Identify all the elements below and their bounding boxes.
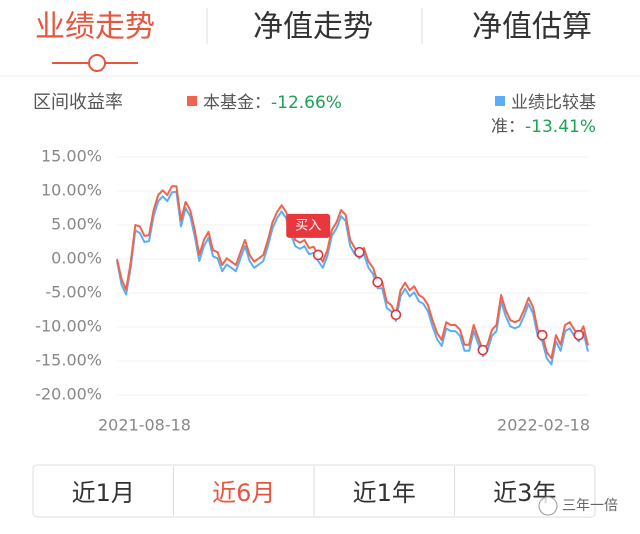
x-tick-label: 2022-02-18 bbox=[497, 416, 590, 435]
legend-swatch bbox=[187, 96, 197, 106]
legend-item: 业绩比较基准：-13.41% bbox=[470, 91, 596, 139]
watermark: 三年一倍 bbox=[562, 498, 618, 514]
tab[interactable]: 净值估算 bbox=[472, 10, 592, 45]
trade-marker bbox=[477, 344, 489, 356]
trade-marker bbox=[354, 246, 365, 258]
tab-indicator-knob bbox=[88, 54, 106, 72]
trade-marker bbox=[312, 249, 324, 261]
marker-label: 买入 bbox=[295, 218, 321, 233]
period-button[interactable]: 近1月 bbox=[72, 479, 135, 507]
marker-label-bg bbox=[286, 213, 331, 238]
legend-sep: ： bbox=[254, 93, 271, 113]
y-tick-label: -20.00% bbox=[35, 385, 102, 404]
tab[interactable]: 净值走势 bbox=[253, 10, 373, 45]
series-line bbox=[116, 190, 589, 366]
legend-swatch bbox=[495, 96, 505, 106]
watermark-icon bbox=[538, 496, 558, 516]
period-button[interactable]: 近6月 bbox=[212, 479, 275, 507]
x-tick-label: 2021-08-18 bbox=[98, 416, 191, 435]
y-tick-label: -5.00% bbox=[45, 283, 102, 302]
legend-value: -12.66% bbox=[271, 93, 342, 113]
trade-marker bbox=[390, 309, 402, 321]
period-button[interactable]: 近1年 bbox=[353, 479, 416, 507]
y-tick-label: 10.00% bbox=[41, 181, 102, 200]
legend-sep: ： bbox=[508, 117, 526, 137]
trade-marker bbox=[536, 329, 548, 341]
y-tick-label: 0.00% bbox=[51, 249, 102, 268]
series-line bbox=[116, 185, 589, 360]
trade-marker bbox=[573, 329, 585, 341]
y-tick-label: 5.00% bbox=[51, 215, 102, 234]
trade-marker bbox=[372, 276, 383, 288]
legend-item: 本基金：-12.66% bbox=[187, 91, 342, 115]
legend-label: 业绩比较基准 bbox=[491, 93, 596, 137]
legend-label: 本基金 bbox=[203, 93, 254, 113]
legend-value: -13.41% bbox=[525, 117, 596, 137]
chart-title: 区间收益率 bbox=[33, 92, 123, 113]
y-tick-label: 15.00% bbox=[41, 147, 102, 166]
y-tick-label: -10.00% bbox=[35, 317, 102, 336]
tab[interactable]: 业绩走势 bbox=[35, 10, 155, 45]
y-tick-label: -15.00% bbox=[35, 351, 102, 370]
